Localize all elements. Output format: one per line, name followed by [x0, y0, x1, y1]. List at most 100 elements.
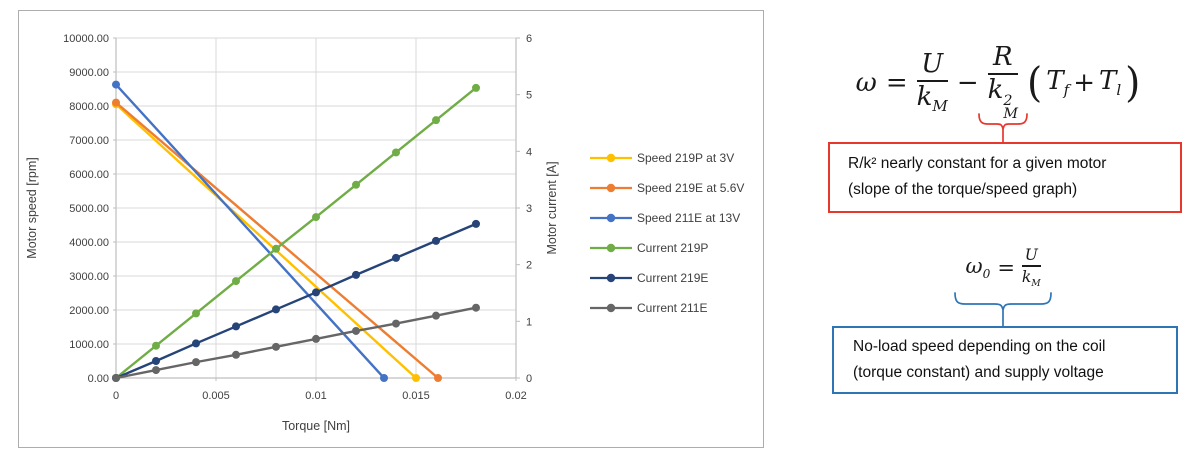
- left-axis-tick-label: 6000.00: [69, 169, 109, 181]
- series-marker: [232, 277, 240, 286]
- series-marker: [152, 366, 160, 375]
- legend-label: Speed 219E at 5.6V: [637, 181, 745, 195]
- series-marker: [312, 213, 320, 222]
- legend-label: Speed 219P at 3V: [637, 151, 735, 165]
- series-marker: [232, 350, 240, 359]
- series-marker: [472, 303, 480, 312]
- series-marker: [392, 253, 400, 262]
- series-marker: [352, 180, 360, 189]
- omega-symbol: ω: [855, 68, 877, 98]
- series-marker: [232, 322, 240, 331]
- series-marker: [192, 358, 200, 367]
- fraction-bar: [1021, 265, 1041, 267]
- slope-note-box: R/k² nearly constant for a given motor (…: [828, 142, 1182, 213]
- series-marker: [112, 374, 120, 382]
- series-line: [114, 101, 440, 380]
- left-axis-tick-label: 9000.00: [69, 67, 109, 79]
- chart-legend: Speed 219P at 3V Speed 219E at 5.6V Speed …: [590, 148, 744, 328]
- series-line: [114, 83, 386, 380]
- no-load-note-line2: (torque constant) and supply voltage: [853, 364, 1104, 381]
- series-marker: [432, 116, 440, 125]
- left-axis-tick-label: 8000.00: [69, 101, 109, 113]
- series-marker: [380, 374, 388, 382]
- right-axis-tick-label: 1: [526, 316, 532, 328]
- right-axis-tick-label: 0: [526, 373, 532, 385]
- right-axis-tick-label: 6: [526, 33, 532, 45]
- right-axis-tick-label: 4: [526, 146, 532, 158]
- legend-marker: [590, 243, 632, 253]
- x-axis-tick-label: 0.02: [505, 390, 526, 402]
- x-axis-tick-label: 0.005: [202, 390, 230, 402]
- legend-item: Speed 219E at 5.6V: [590, 178, 744, 198]
- x-axis-tick-label: 0.015: [402, 390, 430, 402]
- equals-sign: =: [997, 256, 1015, 280]
- series-marker: [272, 342, 280, 351]
- series-line: [114, 222, 478, 380]
- legend-marker: [590, 183, 632, 193]
- series-marker: [432, 311, 440, 320]
- left-axis-tick-label: 5000.00: [69, 203, 109, 215]
- series-marker: [472, 219, 480, 228]
- right-axis-tick-label: 3: [526, 203, 532, 215]
- legend-item: Current 219P: [590, 238, 744, 258]
- left-axis-tick-label: 4000.00: [69, 237, 109, 249]
- slope-note-line1: R/k² nearly constant for a given motor: [848, 155, 1107, 172]
- torque-speed-current-chart: 0.00 1000.00 2000.00 3000.00 4000.00 5000.00 6…: [63, 33, 532, 402]
- fraction-bar: [916, 80, 948, 83]
- right-axis-tick-label: 2: [526, 260, 532, 272]
- series-marker: [392, 319, 400, 328]
- series-marker: [412, 374, 420, 382]
- legend-marker: [590, 153, 632, 163]
- legend-item: Current 219E: [590, 268, 744, 288]
- no-load-note-line1: No-load speed depending on the coil: [853, 338, 1106, 355]
- legend-label: Speed 211E at 13V: [637, 211, 741, 225]
- right-axis-tick-label: 5: [526, 90, 532, 102]
- left-axis-tick-label: 10000.00: [63, 33, 109, 45]
- series-marker: [352, 326, 360, 335]
- fraction-bar: [987, 73, 1019, 76]
- legend-label: Current 219E: [637, 271, 709, 285]
- left-axis-title: Motor speed [rpm]: [25, 157, 39, 259]
- series-marker: [434, 374, 442, 382]
- series-marker: [472, 83, 480, 92]
- legend-marker: [590, 303, 632, 313]
- x-axis-tick-label: 0.01: [305, 390, 326, 402]
- legend-item: Speed 219P at 3V: [590, 148, 744, 168]
- series-marker: [112, 80, 120, 89]
- series-line: [114, 103, 418, 380]
- legend-item: Speed 211E at 13V: [590, 208, 744, 228]
- left-axis-tick-label: 2000.00: [69, 305, 109, 317]
- red-underbrace: [978, 113, 1028, 143]
- series-marker: [432, 236, 440, 245]
- series-line: [114, 306, 478, 380]
- series-marker: [312, 334, 320, 343]
- series-marker: [272, 244, 280, 253]
- series-marker: [152, 341, 160, 350]
- series-marker: [312, 288, 320, 297]
- minus-sign: −: [956, 68, 979, 98]
- no-load-note-box: No-load speed depending on the coil (tor…: [832, 326, 1178, 394]
- no-load-speed-equation: ω0 = U kM: [938, 242, 1068, 294]
- motor-chart-frame: 0.00 1000.00 2000.00 3000.00 4000.00 5000.00 6…: [18, 10, 764, 448]
- legend-label: Current 211E: [637, 301, 708, 315]
- legend-item: Current 211E: [590, 298, 744, 318]
- legend-marker: [590, 213, 632, 223]
- series-line: [114, 86, 478, 380]
- x-axis-tick-label: 0: [113, 390, 119, 402]
- left-axis-tick-label: 3000.00: [69, 271, 109, 283]
- left-axis-tick-label: 7000.00: [69, 135, 109, 147]
- right-axis-title: Motor current [A]: [545, 161, 559, 255]
- series-marker: [152, 357, 160, 365]
- legend-label: Current 219P: [637, 241, 709, 255]
- legend-marker: [590, 273, 632, 283]
- equals-sign: =: [885, 68, 908, 98]
- series-marker: [392, 148, 400, 157]
- blue-underbrace: [954, 292, 1052, 326]
- left-axis-tick-label: 0.00: [88, 373, 109, 385]
- series-marker: [272, 305, 280, 314]
- torque-sum-term: ( Tf + Tl ): [1027, 59, 1141, 107]
- u-over-km-fraction: U kM: [916, 48, 948, 116]
